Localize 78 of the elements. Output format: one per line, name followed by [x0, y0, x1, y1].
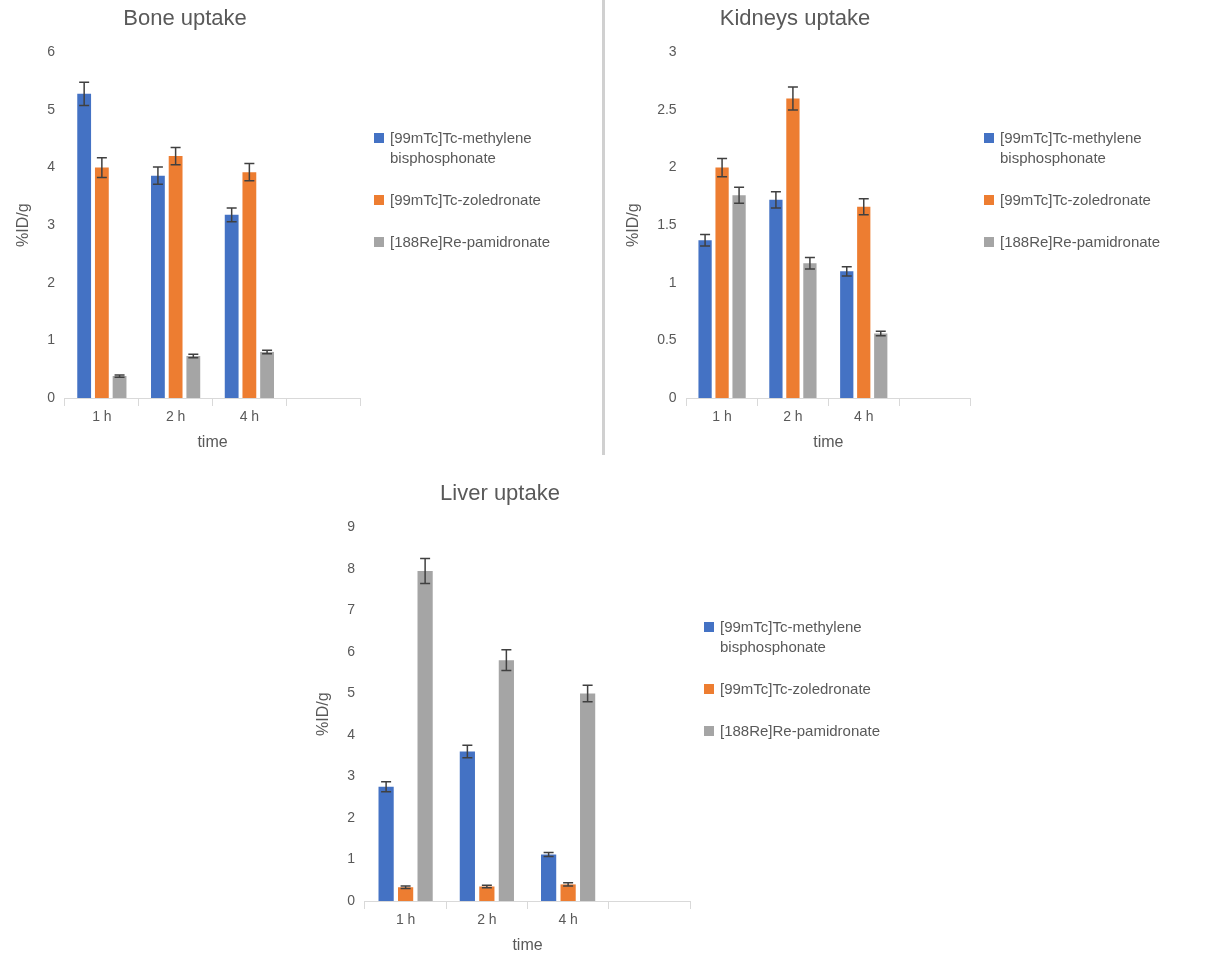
y-tick-label: 1 — [668, 273, 677, 290]
bar — [112, 376, 127, 398]
bar — [840, 271, 854, 398]
bar — [186, 355, 201, 398]
x-tick-label: 4 h — [239, 408, 260, 425]
bar — [94, 167, 109, 398]
y-tick-label: 6 — [47, 43, 56, 60]
x-axis-title: time — [197, 432, 228, 450]
legend-label: [99mTc]Tc-methylene bisphosphonate — [1000, 128, 1143, 168]
y-tick-label: 0.5 — [657, 331, 677, 348]
legend-label: [188Re]Re-pamidronate — [390, 232, 551, 252]
chart-title: Bone uptake — [123, 5, 247, 31]
y-tick-label: 9 — [347, 518, 356, 535]
y-tick-label: 4 — [347, 725, 356, 742]
y-tick-label: 0 — [47, 388, 56, 405]
y-tick-label: 3 — [668, 43, 677, 60]
legend-label: [188Re]Re-pamidronate — [720, 721, 881, 741]
bar — [459, 751, 475, 901]
legend-label: [99mTc]Tc-zoledronate — [1000, 190, 1151, 210]
y-tick-label: 5 — [347, 684, 356, 701]
x-tick-label: 1 h — [712, 408, 732, 425]
y-tick-label: 3 — [347, 767, 356, 784]
x-tick-label: 4 h — [558, 911, 578, 928]
x-axis-title: time — [813, 432, 844, 450]
bar — [857, 206, 871, 398]
bar — [560, 884, 576, 901]
x-axis-title: time — [512, 935, 543, 953]
y-tick-label: 0 — [347, 891, 356, 908]
x-tick-label: 1 h — [92, 408, 112, 425]
bar — [260, 351, 274, 398]
y-tick-label: 4 — [47, 158, 56, 175]
bar — [541, 854, 557, 901]
x-tick-label: 1 h — [395, 911, 416, 928]
bar — [803, 263, 817, 398]
bar — [398, 887, 414, 901]
bar — [874, 333, 888, 398]
y-tick-label: 1 — [347, 850, 356, 867]
legend-label: [99mTc]Tc-zoledronate — [720, 679, 871, 699]
y-tick-label: 7 — [347, 601, 356, 618]
y-axis-title: %ID/g — [314, 692, 332, 736]
legend-label: [99mTc]Tc-zoledronate — [390, 190, 541, 210]
y-tick-label: 0 — [668, 388, 677, 405]
bar — [698, 240, 712, 398]
bar — [580, 693, 596, 901]
y-tick-label: 2 — [47, 273, 56, 290]
y-tick-label: 2 — [347, 808, 356, 825]
legend-label: [99mTc]Tc-methylene bisphosphonate — [720, 617, 863, 657]
bar — [168, 156, 183, 398]
y-tick-label: 1.5 — [657, 216, 677, 233]
y-tick-label: 3 — [47, 216, 56, 233]
y-tick-label: 5 — [47, 100, 56, 117]
y-axis-title: %ID/g — [624, 203, 642, 247]
bar — [769, 199, 783, 398]
bar — [378, 786, 394, 901]
bar — [786, 98, 800, 398]
bar — [242, 172, 257, 398]
legend-label: [99mTc]Tc-methylene bisphosphonate — [390, 128, 533, 168]
bar — [77, 93, 92, 398]
y-tick-label: 1 — [47, 331, 56, 348]
x-tick-label: 2 h — [783, 408, 803, 425]
bar — [498, 660, 514, 901]
y-tick-label: 6 — [347, 642, 356, 659]
x-tick-label: 4 h — [854, 408, 874, 425]
chart-title: Kidneys uptake — [719, 5, 871, 31]
x-tick-label: 2 h — [477, 911, 497, 928]
bar — [715, 167, 729, 398]
bar — [479, 886, 495, 901]
y-tick-label: 2 — [668, 158, 677, 175]
bar — [224, 214, 239, 398]
bar — [417, 570, 433, 901]
y-tick-label: 8 — [347, 559, 356, 576]
y-tick-label: 2.5 — [657, 100, 677, 117]
y-axis-title: %ID/g — [14, 203, 32, 247]
chart-title: Liver uptake — [440, 480, 560, 506]
bar — [151, 175, 165, 398]
legend-label: [188Re]Re-pamidronate — [1000, 232, 1161, 252]
bar — [732, 195, 746, 398]
x-tick-label: 2 h — [165, 408, 186, 425]
